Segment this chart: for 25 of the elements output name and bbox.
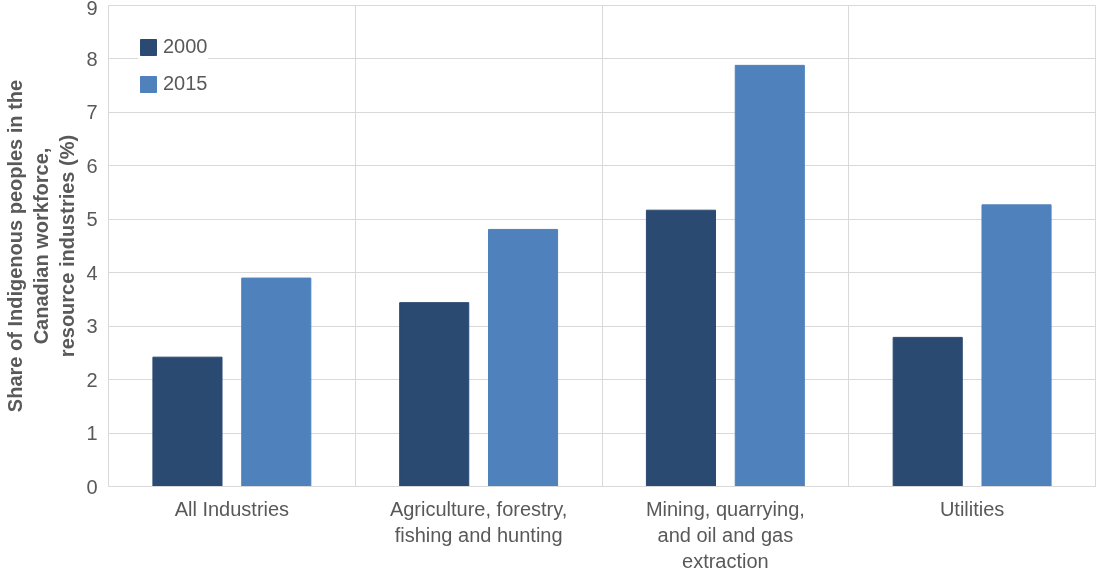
x-tick-label: All Industries [174, 497, 290, 520]
legend-label: 2000 [163, 35, 208, 58]
bar [645, 209, 717, 487]
y-tick-label: 8 [86, 47, 98, 70]
bar [152, 356, 223, 487]
bar [241, 277, 312, 487]
y-tick-label: 2 [86, 368, 98, 391]
x-tick-label: Agriculture, forestry, fishing and hunting [389, 497, 568, 546]
bar [487, 228, 559, 487]
bar [981, 204, 1052, 487]
y-tick-label: 9 [86, 0, 98, 19]
legend-label: 2015 [163, 72, 208, 95]
y-tick-label: 5 [86, 208, 98, 231]
y-tick-label: 3 [86, 315, 98, 338]
bar [399, 302, 470, 487]
x-tick-label: Mining, quarrying, and oil and gas extraction [645, 497, 805, 573]
x-tick-label: Utilities [939, 497, 1005, 520]
bar [734, 64, 805, 487]
y-tick-label: 4 [86, 261, 98, 284]
y-tick-label: 0 [86, 475, 98, 498]
y-tick-label: 1 [86, 422, 98, 445]
y-tick-label: 7 [86, 101, 98, 124]
y-axis-title: Share of Indigenous peoples in the Canadian workforce, resource industries (%) [3, 79, 79, 413]
bar [892, 336, 963, 487]
y-tick-label: 6 [86, 154, 98, 177]
